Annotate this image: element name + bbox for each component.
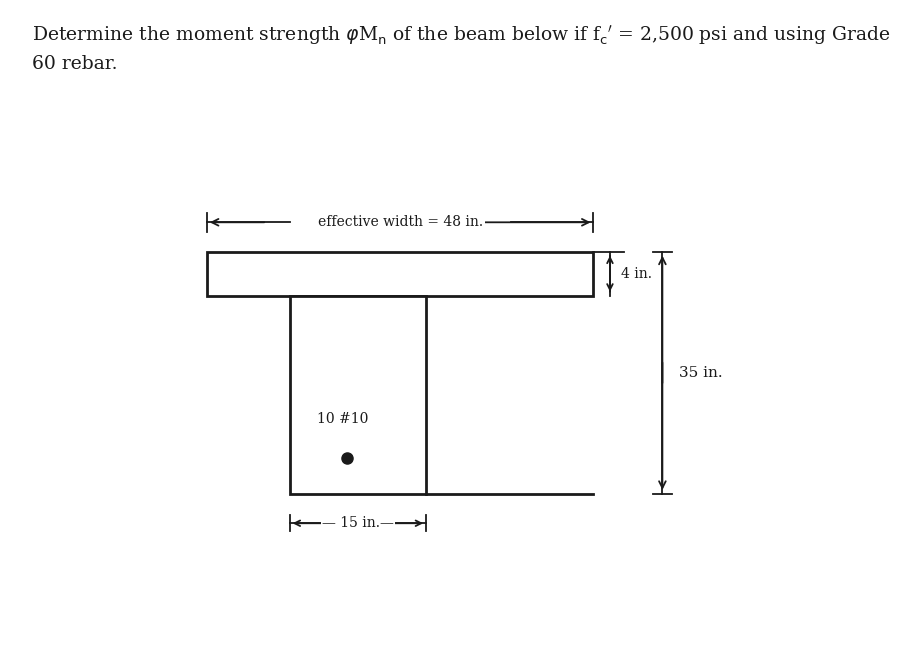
Text: 60 rebar.: 60 rebar. bbox=[32, 55, 118, 73]
Text: effective width = 48 in.: effective width = 48 in. bbox=[317, 215, 482, 229]
Text: — 15 in.—: — 15 in.— bbox=[322, 516, 393, 530]
Bar bbox=[207, 252, 593, 296]
Text: 4 in.: 4 in. bbox=[620, 266, 652, 281]
Bar bbox=[289, 296, 425, 494]
Text: 35 in.: 35 in. bbox=[678, 366, 721, 380]
Text: 10 #10: 10 #10 bbox=[316, 411, 368, 426]
Text: Determine the moment strength $\varphi$M$_\mathrm{n}$ of the beam below if f$_\m: Determine the moment strength $\varphi$M… bbox=[32, 23, 890, 47]
